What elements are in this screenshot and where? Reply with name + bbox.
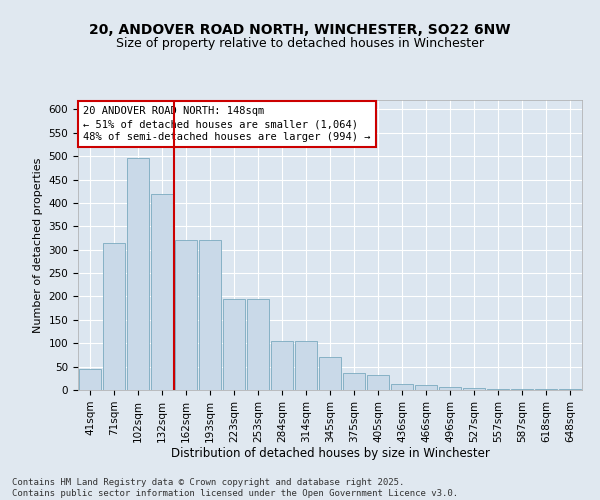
Bar bbox=[559, 389, 581, 390]
Y-axis label: Number of detached properties: Number of detached properties bbox=[33, 158, 43, 332]
Bar bbox=[319, 358, 341, 390]
Bar bbox=[199, 240, 221, 390]
Bar bbox=[79, 369, 101, 390]
Bar bbox=[487, 388, 509, 390]
Text: 20, ANDOVER ROAD NORTH, WINCHESTER, SO22 6NW: 20, ANDOVER ROAD NORTH, WINCHESTER, SO22… bbox=[89, 24, 511, 38]
Text: Contains HM Land Registry data © Crown copyright and database right 2025.
Contai: Contains HM Land Registry data © Crown c… bbox=[12, 478, 458, 498]
Bar bbox=[439, 386, 461, 390]
Bar bbox=[511, 389, 533, 390]
Bar bbox=[343, 372, 365, 390]
Bar bbox=[463, 388, 485, 390]
Text: Size of property relative to detached houses in Winchester: Size of property relative to detached ho… bbox=[116, 37, 484, 50]
Bar bbox=[247, 299, 269, 390]
Bar bbox=[415, 386, 437, 390]
Bar bbox=[175, 240, 197, 390]
Bar bbox=[151, 194, 173, 390]
Bar bbox=[127, 158, 149, 390]
Bar bbox=[103, 242, 125, 390]
Bar bbox=[295, 341, 317, 390]
Text: 20 ANDOVER ROAD NORTH: 148sqm
← 51% of detached houses are smaller (1,064)
48% o: 20 ANDOVER ROAD NORTH: 148sqm ← 51% of d… bbox=[83, 106, 371, 142]
Bar bbox=[367, 375, 389, 390]
Bar bbox=[271, 341, 293, 390]
X-axis label: Distribution of detached houses by size in Winchester: Distribution of detached houses by size … bbox=[170, 448, 490, 460]
Bar bbox=[535, 389, 557, 390]
Bar bbox=[223, 299, 245, 390]
Bar bbox=[391, 384, 413, 390]
